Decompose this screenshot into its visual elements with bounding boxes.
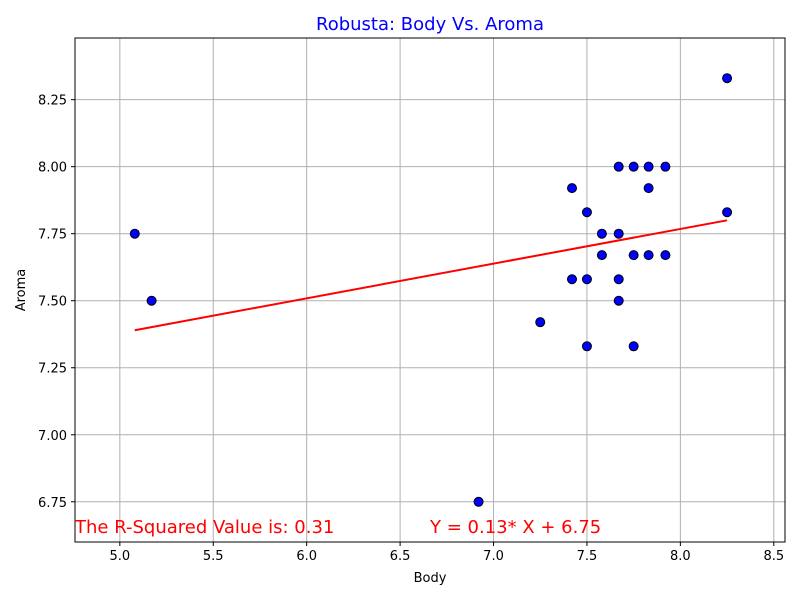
data-point bbox=[660, 161, 671, 172]
data-point bbox=[567, 274, 577, 285]
data-point bbox=[628, 161, 639, 172]
x-tick-label: 6.0 bbox=[296, 549, 317, 564]
data-point bbox=[613, 295, 624, 306]
data-point bbox=[146, 295, 157, 306]
y-tick-label: 7.75 bbox=[38, 228, 67, 243]
x-tick-label: 7.5 bbox=[577, 549, 598, 564]
x-tick-label: 8.5 bbox=[763, 549, 784, 564]
data-point bbox=[535, 317, 546, 328]
y-tick-label: 8.00 bbox=[38, 161, 67, 176]
data-point bbox=[628, 250, 639, 261]
data-point bbox=[596, 250, 607, 261]
y-tick-label: 7.50 bbox=[38, 295, 67, 310]
r-squared-annotation: The R-Squared Value is: 0.31 bbox=[74, 517, 334, 538]
y-axis-label: Aroma bbox=[14, 269, 29, 312]
regression-line-layer bbox=[134, 219, 728, 332]
data-point bbox=[643, 161, 654, 172]
data-point bbox=[613, 228, 624, 239]
y-axis-ticks: 6.75 7.00 7.25 7.50 7.75 8.00 8.25 bbox=[38, 94, 75, 511]
data-point bbox=[722, 73, 733, 84]
data-points bbox=[129, 73, 733, 507]
data-point bbox=[581, 207, 592, 218]
data-point bbox=[722, 207, 733, 218]
x-axis-ticks: 5.0 5.5 6.0 6.5 7.0 7.5 8.0 8.5 bbox=[109, 542, 784, 564]
plot-frame bbox=[74, 37, 786, 543]
grid bbox=[75, 38, 785, 542]
x-tick-label: 5.5 bbox=[203, 549, 224, 564]
data-point bbox=[613, 274, 624, 285]
data-point bbox=[581, 274, 592, 285]
y-tick-label: 6.75 bbox=[38, 496, 67, 511]
data-point bbox=[567, 183, 577, 194]
x-tick-label: 7.0 bbox=[483, 549, 504, 564]
x-tick-label: 5.0 bbox=[109, 549, 130, 564]
y-tick-label: 7.25 bbox=[38, 362, 67, 377]
data-point bbox=[581, 341, 592, 352]
data-point bbox=[473, 496, 484, 507]
data-point bbox=[613, 161, 624, 172]
data-point bbox=[628, 341, 639, 352]
data-point bbox=[643, 250, 654, 261]
data-point bbox=[660, 250, 671, 261]
regression-line bbox=[134, 219, 728, 332]
chart-title: Robusta: Body Vs. Aroma bbox=[316, 14, 544, 35]
data-point bbox=[643, 183, 654, 194]
data-point bbox=[596, 228, 607, 239]
x-tick-label: 6.5 bbox=[390, 549, 411, 564]
y-tick-label: 8.25 bbox=[38, 94, 67, 109]
regression-equation-annotation: Y = 0.13* X + 6.75 bbox=[429, 517, 601, 538]
y-tick-label: 7.00 bbox=[38, 429, 67, 444]
x-axis-label: Body bbox=[414, 571, 447, 586]
x-tick-label: 8.0 bbox=[670, 549, 691, 564]
data-point bbox=[129, 228, 140, 239]
